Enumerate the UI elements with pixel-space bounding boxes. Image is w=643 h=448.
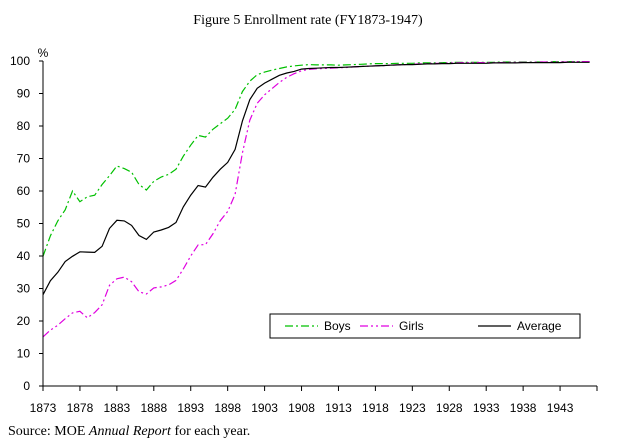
x-tick-label: 1878 xyxy=(67,401,94,415)
series-line-average xyxy=(42,61,590,295)
x-tick-label: 1913 xyxy=(325,401,352,415)
y-tick-label: 20 xyxy=(17,314,31,328)
series-layer xyxy=(42,60,590,338)
y-tick-label: 90 xyxy=(17,87,31,101)
x-tick-label: 1943 xyxy=(547,401,574,415)
source-prefix: Source: MOE xyxy=(8,424,89,439)
source-note: Source: MOE Annual Report for each year. xyxy=(8,424,250,440)
x-tick-label: 1893 xyxy=(177,401,204,415)
y-tick-label: 10 xyxy=(17,347,31,361)
y-tick-label: 80 xyxy=(17,119,31,133)
x-tick-label: 1898 xyxy=(214,401,241,415)
y-tick-label: 50 xyxy=(17,217,31,231)
y-tick-label: 0 xyxy=(23,379,30,393)
x-tick-label: 1933 xyxy=(473,401,500,415)
x-tick-label: 1918 xyxy=(362,401,389,415)
y-tick-label: 100 xyxy=(10,54,30,68)
x-tick-label: 1903 xyxy=(251,401,278,415)
x-tick-label: 1923 xyxy=(399,401,426,415)
source-publication: Annual Report xyxy=(88,424,171,439)
x-tick-label: 1873 xyxy=(30,401,57,415)
legend-box xyxy=(269,313,581,339)
source-suffix: for each year. xyxy=(170,424,251,439)
y-tick-label: 60 xyxy=(17,184,31,198)
x-tick-label: 1888 xyxy=(140,401,167,415)
x-tick-label: 1928 xyxy=(436,401,463,415)
y-tick-label: 40 xyxy=(17,249,31,263)
series-line-boys xyxy=(42,60,590,257)
y-tick-label: 30 xyxy=(17,282,31,296)
legend-label-boys: Boys xyxy=(324,319,351,333)
series-line-girls xyxy=(42,60,590,338)
x-tick-label: 1938 xyxy=(510,401,537,415)
legend-label-girls: Girls xyxy=(399,319,424,333)
y-tick-label: 70 xyxy=(17,152,31,166)
y-axis-unit-label: % xyxy=(38,46,49,60)
x-tick-label: 1908 xyxy=(288,401,315,415)
legend-label-average: Average xyxy=(517,319,562,333)
y-axis-ticks: 0 10 20 30 40 50 60 70 80 90 100 xyxy=(10,54,43,393)
chart-title: Figure 5 Enrollment rate (FY1873-1947) xyxy=(193,13,423,28)
legend: Boys Girls Average xyxy=(269,313,581,339)
x-tick-label: 1883 xyxy=(104,401,131,415)
x-axis-ticks: 1873 1878 1883 1888 1893 1898 1903 1908 1913 1918… xyxy=(30,386,598,415)
